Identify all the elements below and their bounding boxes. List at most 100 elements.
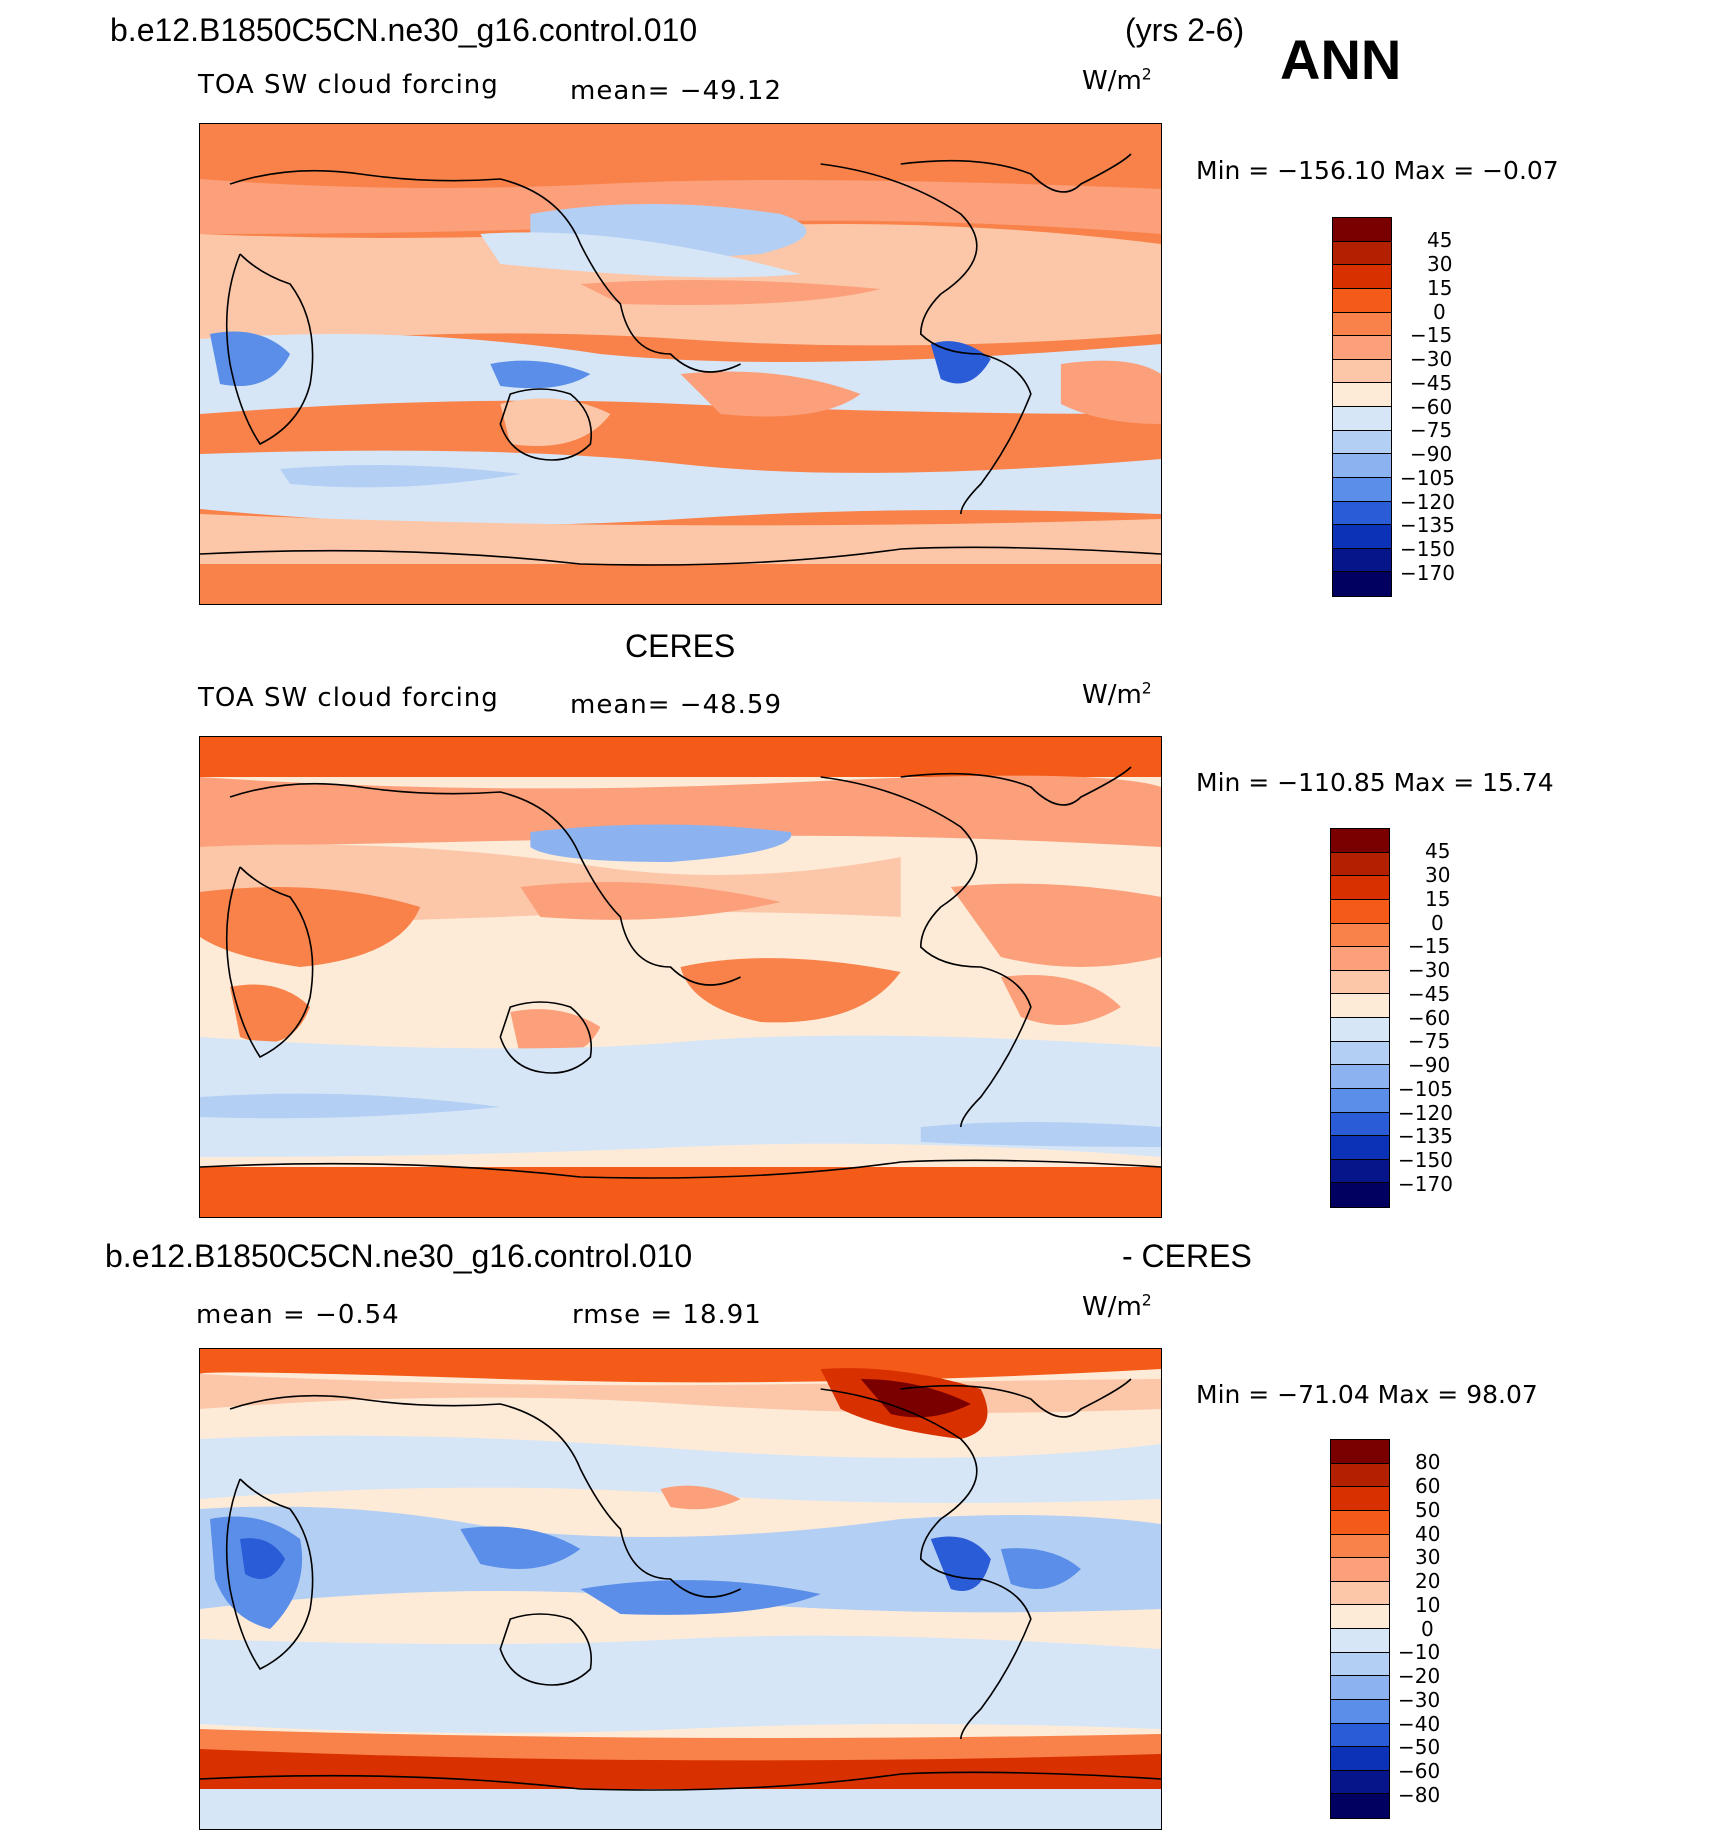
cb-label: −105: [1400, 466, 1455, 490]
cb-label: 20: [1415, 1569, 1441, 1593]
panel2-map-svg: [200, 737, 1161, 1217]
panel1-cb-swatch: [1333, 407, 1391, 431]
panel3-cb-swatch: [1331, 1605, 1389, 1629]
panel2-units: W/m2: [1082, 679, 1152, 710]
cb-label: −75: [1408, 1029, 1451, 1053]
panel1-cb-swatch: [1333, 336, 1391, 360]
cb-label: 15: [1425, 887, 1451, 911]
panel2-cb-swatch: [1331, 970, 1389, 995]
panel3-cb-swatch: [1331, 1723, 1389, 1748]
cb-label: −80: [1398, 1783, 1441, 1807]
cb-label: −120: [1400, 490, 1455, 514]
cb-label: 40: [1415, 1522, 1441, 1546]
cb-label: −150: [1400, 537, 1455, 561]
cb-label: −170: [1398, 1172, 1453, 1196]
panel3-colorbar: [1330, 1439, 1390, 1819]
cb-label: −20: [1398, 1664, 1441, 1688]
cb-label: −15: [1408, 934, 1451, 958]
cb-label: −75: [1410, 418, 1453, 442]
panel3-title-left: b.e12.B1850C5CN.ne30_g16.control.010: [105, 1238, 693, 1274]
cb-label: −15: [1410, 323, 1453, 347]
panel3-cb-swatch: [1331, 1676, 1389, 1700]
cb-label: −150: [1398, 1148, 1453, 1172]
panel1-colorbar: [1332, 217, 1392, 597]
panel3-cb-swatch: [1331, 1794, 1389, 1818]
panel2-mean: mean= −48.59: [570, 690, 783, 720]
panel1-cb-swatch: [1333, 383, 1391, 407]
cb-label: 15: [1427, 276, 1453, 300]
panel1-cb-swatch: [1333, 359, 1391, 384]
panel1-cb-swatch: [1333, 430, 1391, 455]
panel2-map: [199, 736, 1162, 1218]
panel3-mean: mean = −0.54: [196, 1300, 400, 1330]
cb-label: 80: [1415, 1450, 1441, 1474]
panel1-cb-swatch: [1333, 454, 1391, 478]
cb-label: −50: [1398, 1735, 1441, 1759]
panel2-cb-swatch: [1331, 1018, 1389, 1042]
cb-label: −60: [1398, 1759, 1441, 1783]
panel2-cb-swatch: [1331, 947, 1389, 971]
panel1-cb-swatch: [1333, 548, 1391, 573]
panel3-cb-swatch: [1331, 1534, 1389, 1559]
panel1-cb-swatch: [1333, 312, 1391, 337]
cb-label: 60: [1415, 1474, 1441, 1498]
panel3-cb-swatch: [1331, 1770, 1389, 1795]
panel2-cb-swatch: [1331, 1065, 1389, 1089]
cb-label: 30: [1425, 863, 1451, 887]
cb-label: 0: [1433, 300, 1446, 324]
cb-label: −30: [1408, 958, 1451, 982]
cb-label: 10: [1415, 1593, 1441, 1617]
cb-label: −30: [1410, 347, 1453, 371]
cb-label: −135: [1400, 513, 1455, 537]
cb-label: −90: [1408, 1053, 1451, 1077]
panel1-cb-swatch: [1333, 241, 1391, 266]
case-title: b.e12.B1850C5CN.ne30_g16.control.010: [110, 12, 698, 48]
coastlines: [200, 1378, 1161, 1791]
panel2-colorbar: [1330, 828, 1390, 1208]
panel2-cb-swatch: [1331, 1088, 1389, 1113]
season-label: ANN: [1280, 28, 1402, 91]
panel1-mean: mean= −49.12: [570, 76, 783, 106]
cb-label: 30: [1427, 252, 1453, 276]
panel3-map: [199, 1348, 1162, 1830]
cb-label: −40: [1398, 1712, 1441, 1736]
panel2-cb-swatch: [1331, 852, 1389, 877]
cb-label: −105: [1398, 1077, 1453, 1101]
cb-label: −30: [1398, 1688, 1441, 1712]
panel2-cb-swatch: [1331, 923, 1389, 948]
panel3-cb-swatch: [1331, 1463, 1389, 1488]
panel2-cb-swatch: [1331, 1136, 1389, 1160]
cb-label: −45: [1410, 371, 1453, 395]
panel1-cb-swatch: [1333, 501, 1391, 526]
cb-label: 50: [1415, 1498, 1441, 1522]
panel2-cb-swatch: [1331, 899, 1389, 924]
panel1-map: [199, 123, 1162, 605]
cb-label: 45: [1427, 228, 1453, 252]
panel2-cb-swatch: [1331, 1183, 1389, 1207]
panel2-cb-swatch: [1331, 829, 1389, 853]
panel1-cb-swatch: [1333, 288, 1391, 313]
panel3-cb-swatch: [1331, 1558, 1389, 1582]
panel1-minmax: Min = −156.10 Max = −0.07: [1196, 156, 1559, 185]
cb-label: −170: [1400, 561, 1455, 585]
panel1-cb-swatch: [1333, 477, 1391, 502]
panel1-cb-swatch: [1333, 218, 1391, 242]
cb-label: −120: [1398, 1101, 1453, 1125]
panel3-cb-swatch: [1331, 1652, 1389, 1677]
panel2-cb-swatch: [1331, 1159, 1389, 1184]
panel1-cb-swatch: [1333, 572, 1391, 596]
panel1-cb-swatch: [1333, 525, 1391, 549]
coastlines: [200, 766, 1161, 1179]
coastlines: [200, 153, 1161, 566]
cb-label: −45: [1408, 982, 1451, 1006]
panel2-cb-swatch: [1331, 1041, 1389, 1066]
panel2-title: CERES: [625, 628, 736, 664]
panel3-cb-swatch: [1331, 1699, 1389, 1724]
years-label: (yrs 2-6): [1125, 12, 1245, 48]
panel2-cb-swatch: [1331, 994, 1389, 1018]
cb-label: 0: [1421, 1617, 1434, 1641]
panel3-map-svg: [200, 1349, 1161, 1829]
panel2-minmax: Min = −110.85 Max = 15.74: [1196, 768, 1554, 797]
panel3-cb-swatch: [1331, 1581, 1389, 1606]
panel3-cb-swatch: [1331, 1747, 1389, 1771]
